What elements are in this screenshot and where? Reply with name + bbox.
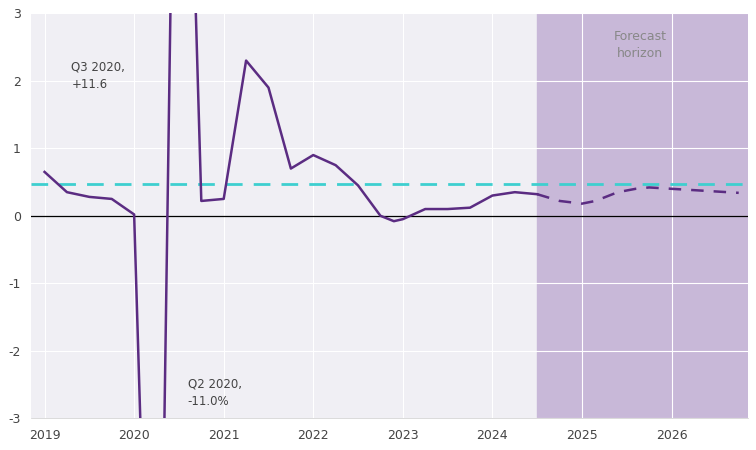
Bar [538,14,748,418]
Text: Q2 2020,
-11.0%: Q2 2020, -11.0% [188,378,242,408]
Text: Forecast
horizon: Forecast horizon [614,30,667,60]
Text: Q3 2020,
+11.6: Q3 2020, +11.6 [71,61,125,90]
